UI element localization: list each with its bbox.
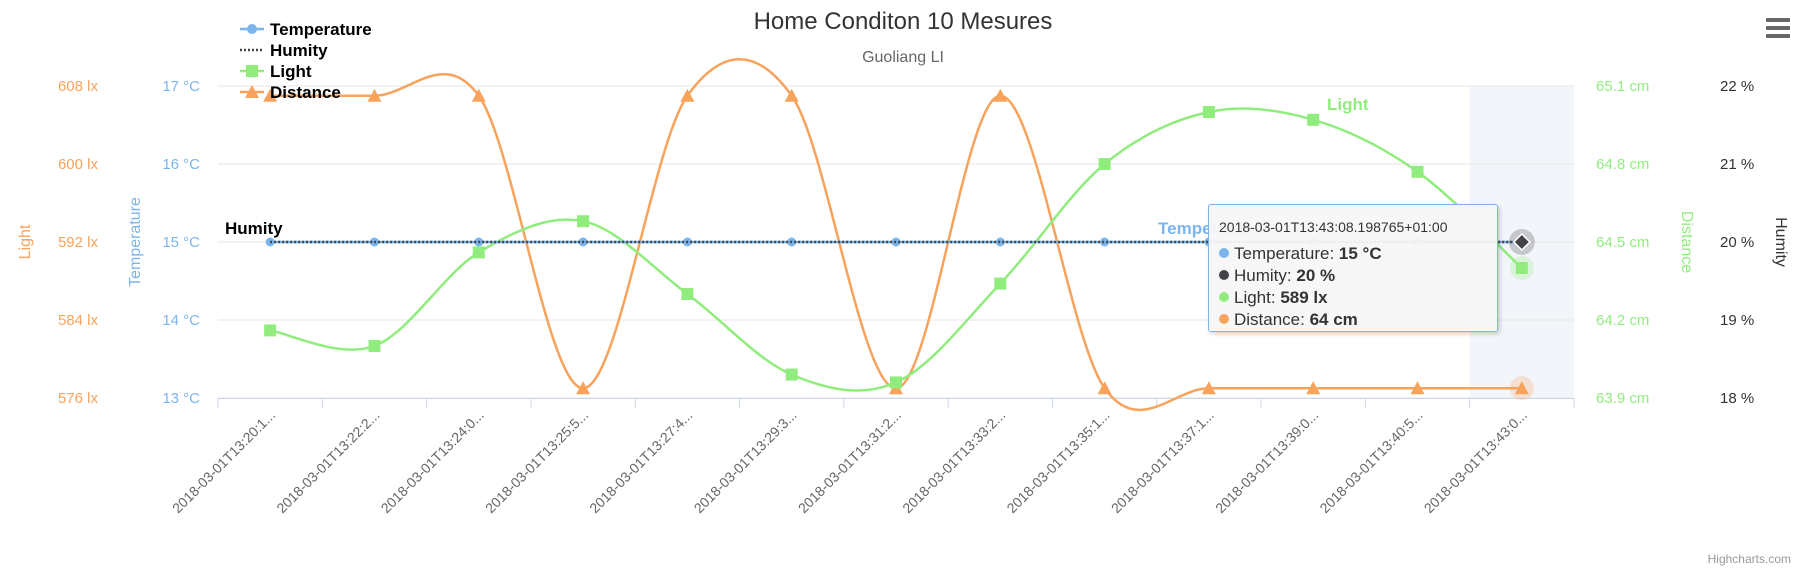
point-light xyxy=(1411,165,1424,178)
chart-subtitle: Guoliang LI xyxy=(862,49,944,66)
humity-axis-tick-label: 22 % xyxy=(1720,78,1754,95)
x-tick-label: 2018-03-01T13:43:0... xyxy=(1421,407,1530,516)
point-distance xyxy=(263,88,278,102)
tooltip-row-temperature: Temperature: 15 °C xyxy=(1219,243,1487,265)
temperature-axis-tick-label: 16 °C xyxy=(162,156,200,173)
light-axis-tick-label: 576 lx xyxy=(58,390,99,407)
humity-axis-tick-label: 20 % xyxy=(1720,234,1754,251)
legend-item-humity: Humity xyxy=(270,41,328,60)
point-distance xyxy=(993,88,1008,102)
x-tick-label: 2018-03-01T13:31:2... xyxy=(795,407,904,516)
point-light xyxy=(577,215,590,228)
humity-axis-tick-label: 19 % xyxy=(1720,312,1754,329)
point-distance xyxy=(1410,381,1425,395)
humity-axis-title: Humity xyxy=(1772,217,1789,267)
point-light xyxy=(890,376,902,389)
tooltip-row-humity: Humity: 20 % xyxy=(1219,265,1487,287)
point-light xyxy=(368,340,381,352)
legend-item-light: Light xyxy=(270,62,312,81)
temperature-axis-tick-label: 15 °C xyxy=(162,234,200,251)
x-tick-label: 2018-03-01T13:40:5... xyxy=(1316,407,1425,516)
legend-marker-temperature xyxy=(247,24,257,34)
credits-link[interactable]: Highcharts.com xyxy=(1707,552,1791,566)
tooltip-header: 2018-03-01T13:43:08.198765+01:00 xyxy=(1219,219,1448,235)
light-axis-tick-label: 592 lx xyxy=(58,234,99,251)
point-distance xyxy=(471,88,486,102)
distance-axis-tick-label: 63.9 cm xyxy=(1596,390,1649,407)
point-light xyxy=(1202,106,1215,118)
point-distance xyxy=(576,381,591,395)
point-light xyxy=(1515,262,1528,274)
hamburger-menu-icon[interactable] xyxy=(1766,18,1790,40)
legend-item-distance: Distance xyxy=(270,83,341,102)
chart-title: Home Conditon 10 Mesures xyxy=(754,8,1053,35)
tooltip: 2018-03-01T13:43:08.198765+01:00 Tempera… xyxy=(1208,204,1498,332)
legend-marker-distance xyxy=(245,85,259,98)
point-distance xyxy=(784,88,799,102)
tooltip-row-light: Light: 589 lx xyxy=(1219,287,1487,309)
tooltip-row-distance: Distance: 64 cm xyxy=(1219,309,1487,331)
legend-item-temperature: Temperature xyxy=(270,20,372,39)
x-tick-label: 2018-03-01T13:20:1... xyxy=(169,407,278,516)
point-temperature xyxy=(1100,237,1110,247)
point-humity xyxy=(1512,232,1531,252)
point-light xyxy=(1098,158,1111,170)
x-tick-label: 2018-03-01T13:29:3... xyxy=(691,407,800,516)
temperature-axis-tick-label: 17 °C xyxy=(162,78,200,95)
point-light xyxy=(681,288,694,300)
light-axis-tick-label: 608 lx xyxy=(58,78,99,95)
humity-axis-tick-label: 18 % xyxy=(1720,390,1754,407)
point-distance xyxy=(680,88,695,102)
point-light xyxy=(1307,113,1320,126)
point-distance xyxy=(1306,381,1321,395)
distance-axis-tick-label: 65.1 cm xyxy=(1596,78,1649,95)
point-distance xyxy=(1514,381,1529,395)
x-tick-label: 2018-03-01T13:37:1... xyxy=(1108,407,1217,516)
point-light xyxy=(994,277,1007,290)
distance-axis-tick-label: 64.5 cm xyxy=(1596,234,1649,251)
temperature-axis-title: Temperature xyxy=(127,197,144,287)
x-tick-label: 2018-03-01T13:27:4... xyxy=(586,407,695,516)
x-tick-label: 2018-03-01T13:35:1... xyxy=(1003,407,1112,516)
x-tick-label: 2018-03-01T13:25:5... xyxy=(482,407,591,516)
light-axis-title: Light xyxy=(17,224,34,259)
distance-axis-title: Distance xyxy=(1678,211,1695,273)
point-light xyxy=(785,368,798,381)
series-label-light: Light xyxy=(1327,95,1369,114)
temperature-axis-tick-label: 14 °C xyxy=(162,312,200,329)
x-tick-label: 2018-03-01T13:24:0... xyxy=(378,407,487,516)
series-label-humity: Humity xyxy=(225,219,283,238)
distance-axis-tick-label: 64.8 cm xyxy=(1596,156,1649,173)
point-distance xyxy=(1097,381,1112,395)
point-distance xyxy=(367,88,382,102)
legend-marker-light xyxy=(246,65,258,77)
distance-axis-tick-label: 64.2 cm xyxy=(1596,312,1649,329)
point-distance xyxy=(1201,381,1216,395)
x-tick-label: 2018-03-01T13:39:0... xyxy=(1212,407,1321,516)
point-temperature xyxy=(995,237,1005,247)
x-tick-label: 2018-03-01T13:33:2... xyxy=(899,407,1008,516)
point-light xyxy=(472,246,485,259)
light-axis-tick-label: 584 lx xyxy=(58,312,99,329)
light-axis-tick-label: 600 lx xyxy=(58,156,99,173)
point-light xyxy=(264,324,277,337)
humity-axis-tick-label: 21 % xyxy=(1720,156,1754,173)
series-line-distance xyxy=(270,58,1522,412)
x-tick-label: 2018-03-01T13:22:2... xyxy=(273,407,382,516)
temperature-axis-tick-label: 13 °C xyxy=(162,390,200,407)
